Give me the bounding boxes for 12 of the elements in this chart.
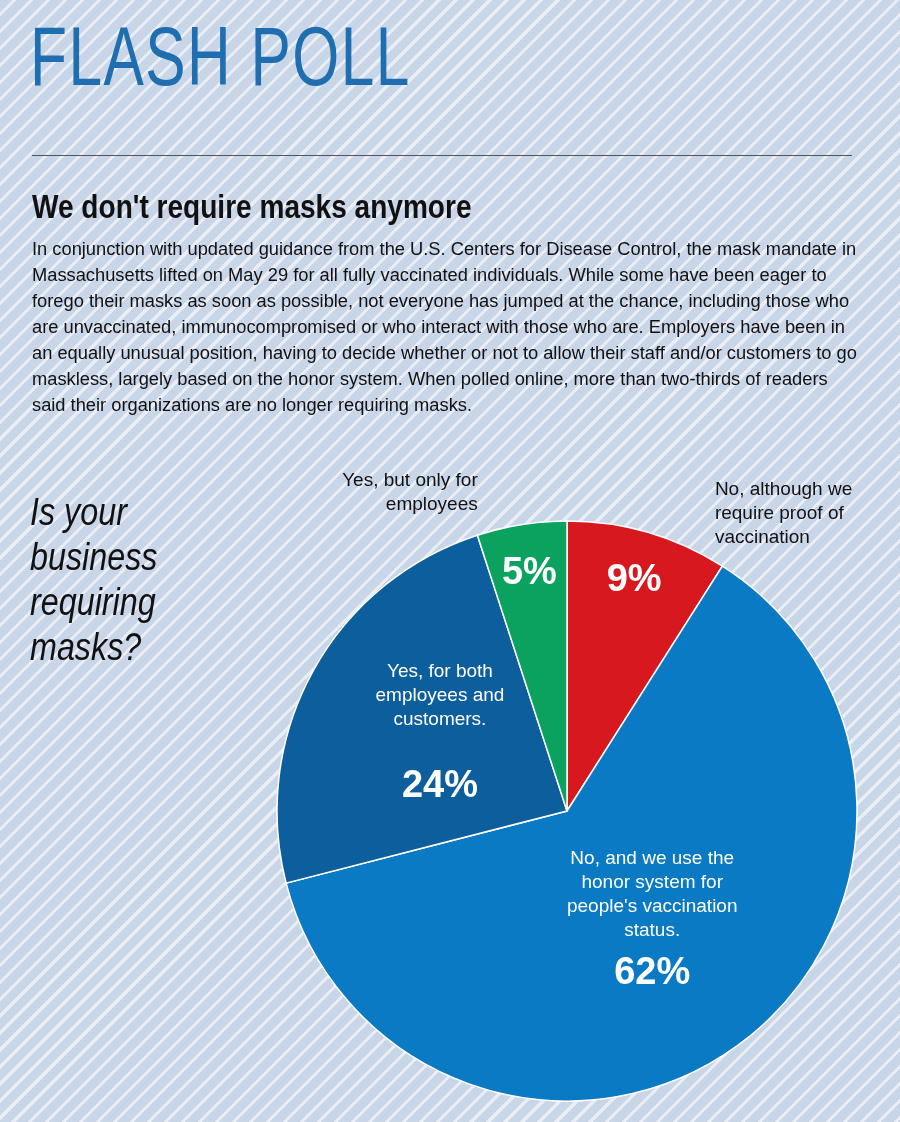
chart-title: FLASH POLL: [30, 8, 411, 105]
slice-label: Yes, for both employees and customers.: [375, 660, 505, 730]
text: Is your business requiring masks?: [30, 490, 159, 670]
slice-label: No, although we require proof of vaccination: [714, 477, 853, 547]
chart-subtitle: We don't require masks anymore: [32, 188, 472, 226]
data-label: 24%: [401, 763, 478, 806]
slice-label: Yes, but only for employees: [342, 468, 479, 514]
slice-label: No, and we use the honor system for people's vaccination status.: [566, 847, 738, 941]
data-label: 5%: [501, 550, 557, 593]
data-label: 9%: [606, 556, 662, 599]
text: In conjunction with updated guidance from the U.S. Centers for Disease Control, the mask mandate in Massachusetts lifted on May 29 for all fully vaccinated individuals. While some have been eager to forego their masks as soon as possible, not everyone has jumped at the chance, including those who are unvaccinated, immunocompromised or who interact with those who are. Employers have been in an equally unusual position, having to decide whether or not to allow their staff and/or customers to go maskless, largely based on the honor system. When polled online, more than two-thirds of readers said their organizations are no longer requiring masks.: [32, 237, 858, 417]
data-label: 62%: [614, 950, 691, 993]
